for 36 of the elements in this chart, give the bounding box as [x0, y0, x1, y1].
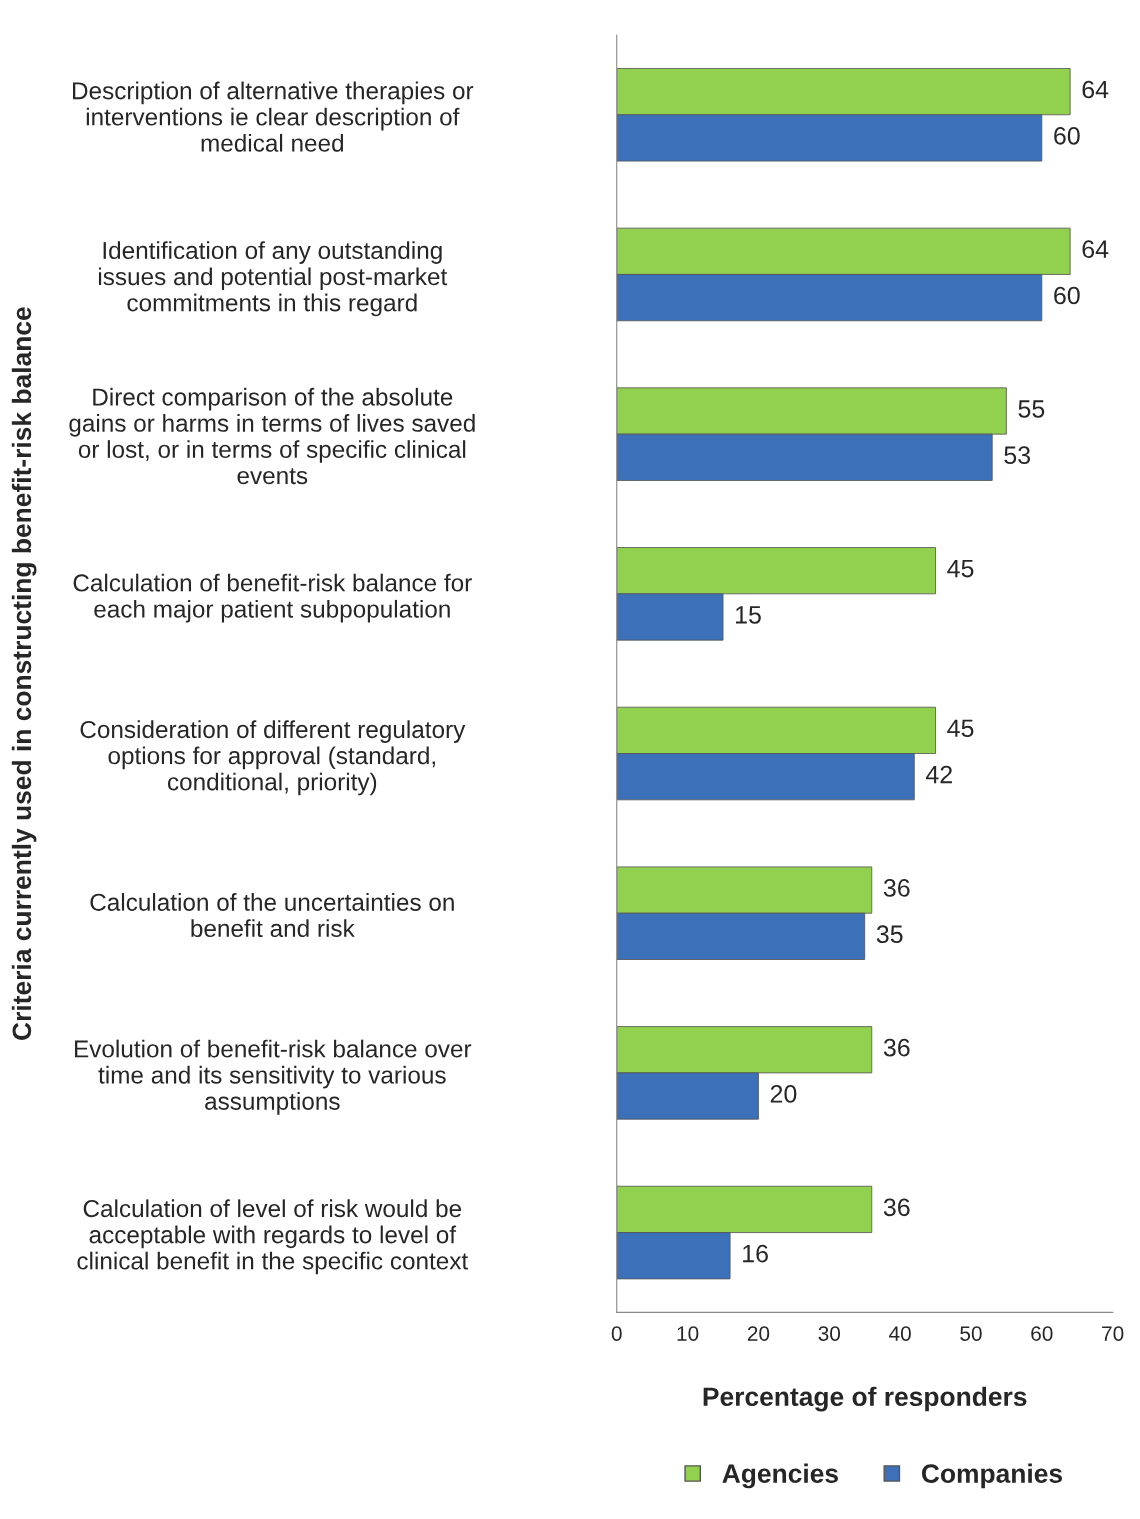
x-tick-label: 20 [747, 1326, 770, 1341]
data-label: 36 [883, 1038, 910, 1057]
x-tick-label: 50 [960, 1326, 982, 1341]
legend-label: Agencies [722, 1463, 838, 1489]
data-label: 60 [1054, 126, 1080, 145]
data-label: 55 [1018, 400, 1045, 418]
x-axis-title: Percentage of responders [703, 1386, 1027, 1412]
x-tick-label: 40 [889, 1326, 911, 1341]
y-tick-label: Identification of any outstanding issues and potential post-market commitments in this regard [98, 241, 448, 317]
y-tick-label: Direct comparison of the absolute gains or harms in terms of lives saved or lost, or in terms of specific clinical events [69, 387, 475, 485]
data-label: 20 [770, 1085, 797, 1103]
y-tick-label: Calculation of benefit-risk balance for each major patient subpopulation [73, 573, 472, 623]
x-tick-label: 70 [1102, 1326, 1124, 1341]
y-tick-label: Calculation of the uncertainties on benefit and risk [90, 893, 454, 938]
data-label: 36 [883, 879, 910, 897]
data-label: 45 [947, 559, 974, 578]
data-label: 45 [947, 719, 974, 738]
data-label: 60 [1054, 286, 1080, 305]
data-label: 42 [925, 765, 952, 784]
data-label: 64 [1082, 80, 1109, 99]
x-tick-label: 60 [1031, 1326, 1053, 1341]
x-tick-label: 0 [611, 1326, 622, 1341]
data-label: 64 [1082, 240, 1109, 259]
y-tick-label: Description of alternative therapies or interventions ie clear description of medical need [73, 81, 474, 152]
data-label: 15 [736, 606, 761, 624]
y-tick-label: Evolution of benefit-risk balance over time and its sensitivity to various assumptions [75, 1039, 472, 1115]
legend-label: Companies [921, 1463, 1062, 1489]
data-label: 36 [883, 1198, 910, 1217]
y-tick-label: Calculation of level of risk would be acceptable with regards to level of clinical benefit in the specific context [77, 1199, 469, 1275]
y-tick-label: Consideration of different regulatory options for approval (standard, conditional, priority) [80, 720, 466, 796]
x-tick-label: 10 [677, 1326, 699, 1341]
y-axis-title: Criteria currently used in constructing benefit-risk balance [11, 307, 37, 1040]
data-label: 35 [876, 925, 903, 944]
data-label: 53 [1004, 446, 1031, 465]
data-label: 16 [743, 1244, 768, 1263]
x-tick-label: 30 [818, 1326, 841, 1341]
